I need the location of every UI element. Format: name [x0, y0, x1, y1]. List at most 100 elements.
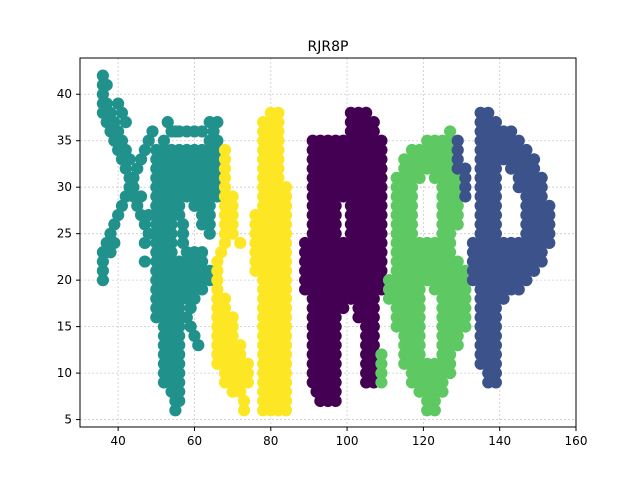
- data-point: [176, 218, 190, 231]
- data-point: [329, 208, 342, 222]
- data-point: [543, 199, 556, 212]
- data-point: [375, 153, 388, 166]
- data-point: [451, 339, 464, 352]
- data-point: [443, 227, 457, 240]
- data-point: [165, 227, 178, 240]
- data-point: [176, 236, 190, 250]
- data-point: [173, 376, 186, 389]
- data-point: [279, 181, 293, 194]
- data-point: [329, 366, 342, 380]
- data-point: [138, 236, 151, 250]
- data-point: [459, 301, 472, 315]
- data-point: [257, 116, 270, 129]
- data-point: [329, 339, 342, 352]
- data-point: [279, 236, 293, 250]
- data-point: [173, 366, 186, 380]
- data-point: [299, 264, 312, 277]
- data-point: [466, 264, 480, 277]
- data-point: [375, 199, 388, 212]
- y-tick-label: 40: [57, 87, 72, 101]
- data-point: [299, 255, 312, 268]
- data-point: [375, 134, 388, 147]
- data-point: [279, 301, 293, 315]
- data-point: [237, 394, 251, 408]
- data-point: [367, 320, 380, 333]
- data-point: [489, 218, 502, 231]
- data-point: [234, 339, 247, 352]
- y-tick-label: 25: [57, 227, 72, 241]
- data-point: [218, 153, 232, 166]
- data-point: [257, 376, 270, 389]
- data-point: [279, 385, 293, 398]
- data-point: [279, 329, 293, 343]
- data-point: [234, 385, 247, 398]
- data-point: [367, 301, 380, 315]
- data-point: [375, 227, 388, 240]
- data-point: [329, 329, 342, 343]
- data-point: [405, 181, 419, 194]
- data-point: [279, 190, 293, 203]
- data-point: [272, 106, 285, 119]
- data-point: [512, 283, 525, 296]
- data-point: [459, 162, 472, 175]
- data-point: [272, 116, 285, 129]
- data-point: [375, 246, 388, 259]
- data-point: [211, 283, 224, 296]
- data-point: [489, 208, 502, 222]
- data-point: [115, 199, 129, 212]
- data-point: [489, 227, 502, 240]
- data-point: [535, 246, 548, 259]
- data-point: [184, 320, 197, 333]
- data-point: [112, 97, 125, 110]
- series-2: [299, 106, 388, 408]
- y-tick-label: 35: [57, 134, 72, 148]
- data-point: [367, 125, 380, 138]
- data-point: [257, 274, 270, 287]
- data-point: [459, 190, 472, 203]
- data-point: [279, 246, 293, 259]
- data-point: [413, 301, 426, 315]
- data-point: [489, 366, 502, 380]
- data-point: [203, 199, 216, 212]
- data-point: [161, 116, 174, 129]
- data-point: [413, 348, 426, 361]
- data-point: [226, 320, 239, 333]
- y-tick-label: 20: [57, 273, 72, 287]
- data-point: [234, 348, 247, 361]
- data-point: [413, 311, 426, 324]
- data-point: [375, 181, 388, 194]
- axes-frame: [79, 57, 577, 428]
- data-point: [249, 208, 262, 222]
- data-point: [234, 236, 247, 250]
- data-point: [142, 134, 155, 147]
- data-point: [218, 171, 232, 184]
- data-point: [382, 274, 396, 287]
- data-point: [459, 292, 472, 305]
- data-point: [329, 199, 342, 212]
- y-tick-label: 15: [57, 320, 72, 334]
- data-point: [337, 190, 350, 203]
- data-point: [203, 116, 216, 129]
- data-point: [413, 339, 426, 352]
- data-point: [329, 385, 342, 398]
- data-point: [226, 329, 239, 343]
- data-point: [195, 255, 209, 268]
- chart-title: RJR8P: [308, 39, 349, 55]
- data-point: [257, 125, 270, 138]
- data-point: [96, 264, 109, 277]
- data-point: [115, 134, 129, 147]
- data-point: [375, 255, 388, 268]
- data-point: [195, 283, 209, 296]
- data-point: [337, 162, 350, 175]
- data-point: [337, 301, 350, 315]
- data-point: [218, 162, 232, 175]
- data-point: [218, 143, 232, 157]
- data-point: [489, 301, 502, 315]
- data-point: [279, 404, 293, 417]
- data-point: [173, 339, 186, 352]
- data-point: [241, 357, 254, 370]
- data-point: [543, 236, 556, 250]
- y-tick-label: 5: [64, 413, 72, 427]
- data-point: [443, 348, 457, 361]
